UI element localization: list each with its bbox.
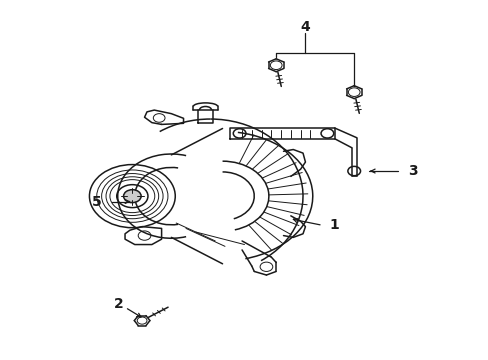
Text: 3: 3 xyxy=(407,164,417,178)
Text: 5: 5 xyxy=(92,194,102,208)
Circle shape xyxy=(123,190,141,203)
Text: 1: 1 xyxy=(329,218,339,232)
Text: 2: 2 xyxy=(114,297,123,311)
Text: 4: 4 xyxy=(300,19,310,33)
